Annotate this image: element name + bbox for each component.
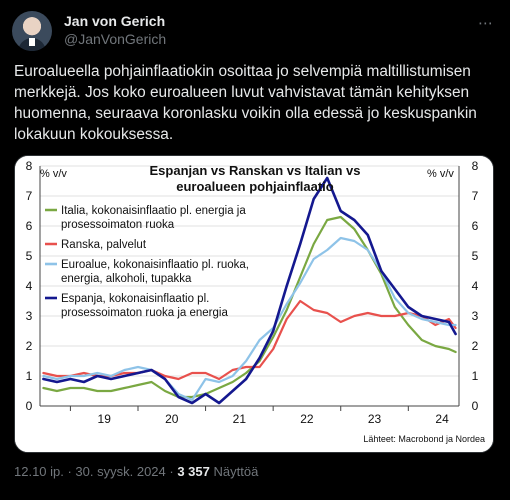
- tweet-text: Euroalueella pohjainflaatiokin osoittaa …: [14, 63, 477, 143]
- avatar[interactable]: [12, 11, 52, 51]
- legend-entry-1: Italia, kokonaisinflaatio pl. energia ja…: [45, 205, 246, 231]
- y-tick-left: 2: [26, 339, 33, 353]
- legend-entry-3: Euroalue, kokonaisinflaatio pl. ruoka, en…: [45, 259, 249, 285]
- views-count: 3 357: [177, 464, 210, 479]
- y-tick-left: 5: [26, 249, 33, 263]
- y-tick-left: 7: [26, 189, 33, 203]
- legend-label: Italia, kokonaisinflaatio pl. energia ja…: [61, 205, 246, 231]
- tweet-header: Jan von Gerich @JanVonGerich ⋯: [12, 10, 498, 51]
- chart-title-line2: euroalueen pohjainflaatio: [176, 179, 334, 194]
- y-tick-right: 4: [472, 279, 479, 293]
- views-label: Näyttöä: [213, 464, 259, 479]
- legend-entry-2: Ranska, palvelut: [45, 239, 147, 251]
- legend-label: Ranska, palvelut: [61, 239, 147, 251]
- x-tick-label: 23: [368, 412, 382, 426]
- tweet-meta: 12.10 ip. · 30. syysk. 2024 · 3 357 Näyt…: [14, 464, 258, 479]
- author-handle[interactable]: @JanVonGerich: [64, 31, 167, 47]
- x-tick-label: 21: [233, 412, 247, 426]
- x-tick-label: 19: [98, 412, 112, 426]
- x-tick-label: 24: [435, 412, 449, 426]
- inflation-chart: 0 01 12 23 34 45 56 67 78 819 20 21 22 23 24 Italia, k…: [15, 156, 493, 452]
- x-tick-label: 20: [165, 412, 179, 426]
- y-tick-right: 2: [472, 339, 479, 353]
- y-tick-right: 8: [472, 159, 479, 173]
- author-name[interactable]: Jan von Gerich: [64, 13, 166, 29]
- y-label-left: % v/v: [40, 168, 67, 180]
- y-tick-right: 5: [472, 249, 479, 263]
- y-tick-right: 0: [472, 399, 479, 413]
- legend-label: Espanja, kokonaisinflaatio pl. prosessoim…: [61, 293, 228, 319]
- legend-label: Euroalue, kokonaisinflaatio pl. ruoka, en…: [61, 259, 249, 285]
- series-line-3: [42, 236, 457, 402]
- legend-entry-4: Espanja, kokonaisinflaatio pl. prosessoim…: [45, 293, 228, 319]
- y-tick-left: 3: [26, 309, 33, 323]
- chart-title-line1: Espanjan vs Ranskan vs Italian vs: [150, 163, 361, 178]
- y-tick-right: 1: [472, 369, 479, 383]
- chart-source: Lähteet: Macrobond ja Nordea: [363, 434, 485, 444]
- series-line-4: [42, 176, 457, 405]
- timestamp[interactable]: 12.10 ip. · 30. syysk. 2024 ·: [14, 464, 174, 479]
- y-tick-left: 1: [26, 369, 33, 383]
- y-tick-left: 6: [26, 219, 33, 233]
- y-tick-right: 7: [472, 189, 479, 203]
- y-tick-right: 3: [472, 309, 479, 323]
- more-icon[interactable]: ⋯: [478, 15, 494, 32]
- x-tick-label: 22: [300, 412, 314, 426]
- y-tick-right: 6: [472, 219, 479, 233]
- y-tick-left: 0: [26, 399, 33, 413]
- y-label-right: % v/v: [427, 168, 454, 180]
- chart-card[interactable]: 0 0 1 1 2 2 3 3 4 4 5 5 6 6 7 7 8 8 19 20 21 22 23 24 Italia, k…: [14, 155, 494, 453]
- y-tick-left: 8: [26, 159, 33, 173]
- y-tick-left: 4: [26, 279, 33, 293]
